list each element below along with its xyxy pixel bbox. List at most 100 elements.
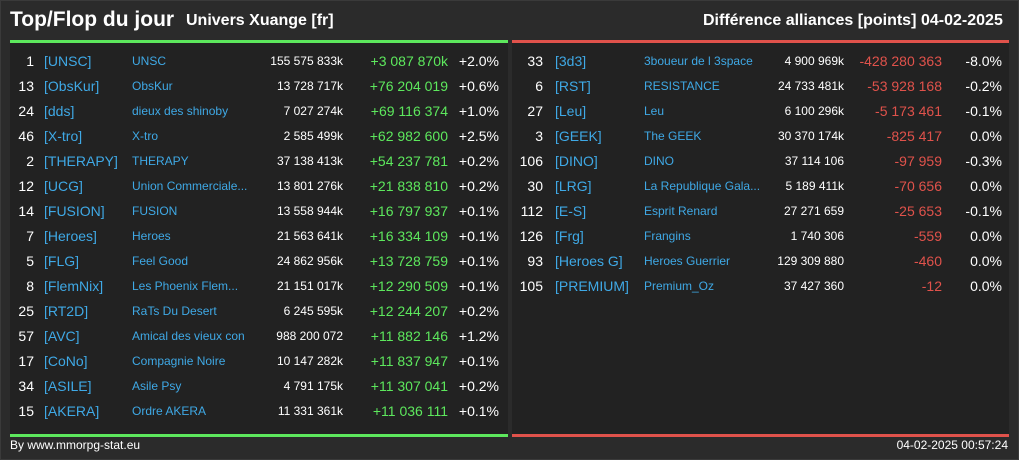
alliance-tag-link[interactable]: [Heroes] [44,228,97,244]
alliance-tag-link[interactable]: [Frg] [555,228,584,244]
alliance-rank: 33 [527,53,543,69]
alliance-tag-link[interactable]: [GEEK] [555,128,602,144]
alliance-name-link[interactable]: Heroes [132,229,171,243]
points-difference: -53 928 168 [867,78,942,94]
header: Top/Flop du jour Univers Xuange [fr] Dif… [0,0,1019,40]
alliance-rank: 106 [519,153,543,169]
alliance-tag-link[interactable]: [RT2D] [44,303,89,319]
points-difference: +3 087 870k [370,53,448,69]
percent-change: +1.2% [458,328,499,344]
alliance-tag-link[interactable]: [CoNo] [44,353,88,369]
alliance-name-link[interactable]: UNSC [132,54,167,68]
alliance-points: 6 245 595k [283,304,343,318]
alliance-rank: 8 [26,278,34,294]
points-difference: +54 237 781 [369,153,448,169]
percent-change: -0.1% [965,103,1002,119]
percent-change: +0.1% [458,353,499,369]
points-difference: +11 882 146 [370,328,448,344]
alliance-tag-link[interactable]: [AVC] [44,328,80,344]
alliance-name-link[interactable]: La Republique Gala... [644,179,761,193]
alliance-name-link[interactable]: Premium_Oz [644,279,715,293]
flop-alliance-row: 106 [DINO] DINO 37 114 106 -97 959 -0.3% [512,149,1009,174]
percent-change: +0.1% [458,253,499,269]
flop-alliance-row: 6 [RST] RESISTANCE 24 733 481k -53 928 168 -0… [512,74,1009,99]
alliance-name-link[interactable]: Heroes Guerrier [644,254,731,268]
alliance-tag-link[interactable]: [ObsKur] [44,78,100,94]
footer-timestamp: 04-02-2025 00:57:24 [896,438,1008,452]
alliance-tag-link[interactable]: [E-S] [555,203,587,219]
alliance-tag-link[interactable]: [DINO] [555,153,598,169]
alliance-tag-link[interactable]: [FUSION] [44,203,105,219]
flop-alliance-row: 33 [3d3] 3boueur de l 3space 4 900 969k -428… [512,49,1009,74]
alliance-rank: 14 [18,203,34,219]
points-difference: +16 797 937 [369,203,448,219]
alliance-name-link[interactable]: X-tro [132,129,159,143]
alliance-points: 155 575 833k [270,54,343,68]
points-difference: -70 656 [894,178,942,194]
alliance-rank: 25 [18,303,34,319]
alliance-rank: 2 [26,153,34,169]
alliance-tag-link[interactable]: [FlemNix] [44,278,104,294]
alliance-name-link[interactable]: 3boueur de l 3space [644,54,753,68]
alliance-name-link[interactable]: Frangins [644,229,691,243]
alliance-name-link[interactable]: RESISTANCE [644,79,720,93]
percent-change: +0.2% [458,153,499,169]
alliance-rank: 46 [18,128,34,144]
alliance-name-link[interactable]: THERAPY [132,154,189,168]
alliance-name-link[interactable]: Asile Psy [132,379,182,393]
percent-change: 0.0% [970,278,1002,294]
alliance-name-link[interactable]: dieux des shinoby [132,104,229,118]
alliance-name-link[interactable]: RaTs Du Desert [132,304,217,318]
alliance-name-link[interactable]: Feel Good [132,254,189,268]
alliance-tag-link[interactable]: [X-tro] [44,128,83,144]
top-alliance-row: 25 [RT2D] RaTs Du Desert 6 245 595k +12 244 … [10,299,508,324]
alliance-rank: 126 [519,228,543,244]
alliance-tag-link[interactable]: [3d3] [555,53,587,69]
percent-change: +0.1% [458,403,499,419]
alliance-rank: 7 [26,228,34,244]
alliance-name-link[interactable]: Les Phoenix Flem... [132,279,239,293]
alliance-tag-link[interactable]: [dds] [44,103,75,119]
alliance-tag-link[interactable]: [RST] [555,78,591,94]
alliance-name-link[interactable]: Union Commerciale... [132,179,248,193]
alliance-tag-link[interactable]: [UNSC] [44,53,92,69]
alliance-points: 7 027 274k [283,104,343,118]
alliance-tag-link[interactable]: [Heroes G] [555,253,623,269]
ranking-subtitle: Différence alliances [points] [703,12,917,29]
alliance-tag-link[interactable]: [FLG] [44,253,80,269]
alliance-name-link[interactable]: Esprit Renard [644,204,718,218]
alliance-name-link[interactable]: Ordre AKERA [132,404,207,418]
flop-alliance-row: 126 [Frg] Frangins 1 740 306 -559 0.0% [512,224,1009,249]
universe-label: Univers Xuange [fr] [186,12,334,29]
percent-change: +0.1% [458,278,499,294]
alliance-points: 37 427 360 [783,279,844,293]
flop-alliance-row: 27 [Leu] Leu 6 100 296k -5 173 461 -0.1% [512,99,1009,124]
alliance-tag-link[interactable]: [PREMIUM] [555,278,629,294]
alliance-tag-link[interactable]: [Leu] [555,103,587,119]
alliance-tag-link[interactable]: [AKERA] [44,403,100,419]
alliance-name-link[interactable]: The GEEK [644,129,702,143]
alliance-name-link[interactable]: Compagnie Noire [132,354,226,368]
alliance-tag-link[interactable]: [ASILE] [44,378,92,394]
alliance-name-link[interactable]: Amical des vieux con [132,329,245,343]
alliance-name-link[interactable]: Leu [644,104,665,118]
alliance-tag-link[interactable]: [UCG] [44,178,83,194]
percent-change: 0.0% [970,128,1002,144]
percent-change: +0.1% [458,203,499,219]
alliance-name-link[interactable]: DINO [644,154,674,168]
alliance-points: 24 733 481k [777,79,844,93]
alliance-name-link[interactable]: ObsKur [132,79,173,93]
top-alliance-row: 2 [THERAPY] THERAPY 37 138 413k +54 237 781 +… [10,149,508,174]
alliance-tag-link[interactable]: [LRG] [555,178,592,194]
alliance-rank: 13 [18,78,34,94]
points-difference: -559 [913,228,942,244]
percent-change: +0.2% [458,178,499,194]
alliance-points: 4 900 969k [784,54,844,68]
alliance-name-link[interactable]: FUSION [132,204,178,218]
alliance-tag-link[interactable]: [THERAPY] [44,153,118,169]
alliance-rank: 27 [527,103,543,119]
alliance-points: 37 138 413k [276,154,343,168]
points-difference: -5 173 461 [875,103,942,119]
points-difference: -825 417 [886,128,942,144]
alliance-rank: 1 [26,53,34,69]
